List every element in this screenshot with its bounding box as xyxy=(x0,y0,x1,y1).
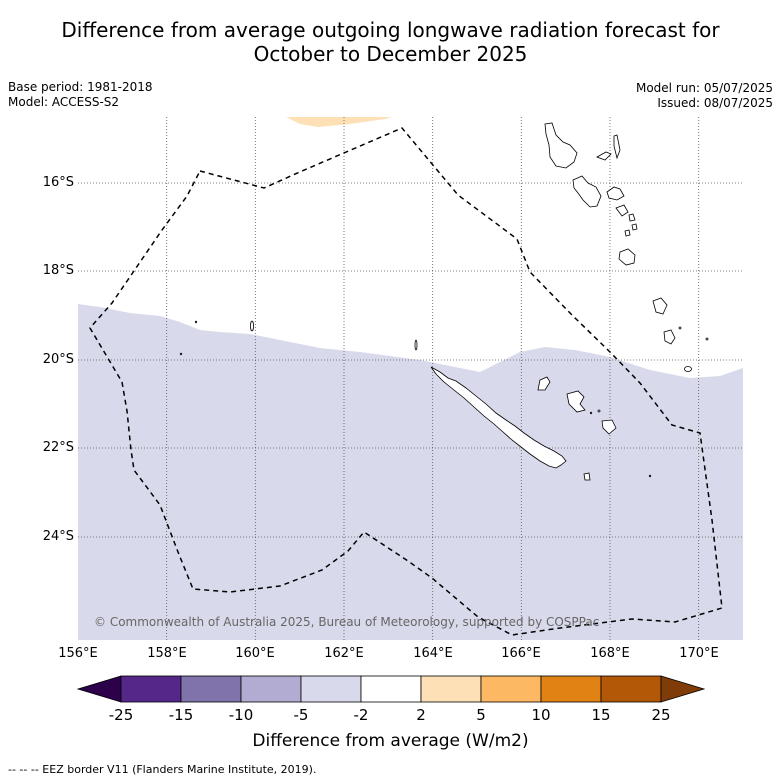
title-line-2: October to December 2025 xyxy=(253,42,528,66)
y-tick-16s: 16°S xyxy=(42,175,74,190)
colorbar-segment-5 xyxy=(360,675,422,703)
vanuatu-islands xyxy=(544,122,709,345)
y-tick-24s: 24°S xyxy=(42,529,74,544)
meta-left: Base period: 1981-2018 Model: ACCESS-S2 xyxy=(8,80,153,110)
colorbar-tick-7: 5 xyxy=(476,706,486,724)
colorbar-label: Difference from average (W/m2) xyxy=(252,731,529,751)
colorbar-segment-1 xyxy=(120,675,182,703)
eez-footnote: -- -- -- EEZ border V11 (Flanders Marine… xyxy=(8,763,317,776)
loyalty-island-3 xyxy=(601,419,617,435)
colorbar-tick-2: -15 xyxy=(168,706,194,724)
colorbar-tick-3: -10 xyxy=(228,706,254,724)
chart-title: Difference from average outgoing longwav… xyxy=(0,18,781,66)
colorbar-segment-9 xyxy=(600,675,662,703)
negative-anomaly-region xyxy=(78,304,743,640)
new-caledonia-island xyxy=(430,366,567,469)
x-tick-170: 170°E xyxy=(679,646,719,661)
eez-border xyxy=(89,127,723,636)
colorbar-tick-5: -2 xyxy=(353,706,369,724)
positive-anomaly-region xyxy=(286,117,392,127)
x-tick-156: 156°E xyxy=(58,646,98,661)
x-tick-166: 166°E xyxy=(501,646,541,661)
gridlines xyxy=(78,117,743,640)
model-run: Model run: 05/07/2025 xyxy=(635,81,773,95)
y-tick-18s: 18°S xyxy=(42,263,74,278)
small-islets xyxy=(179,320,692,478)
base-period: Base period: 1981-2018 xyxy=(8,80,153,94)
colorbar-tick-9: 15 xyxy=(591,706,611,724)
loyalty-island-2 xyxy=(566,390,586,413)
colorbar-tick-6: 2 xyxy=(416,706,426,724)
title-line-1: Difference from average outgoing longwav… xyxy=(61,18,720,42)
y-tick-20s: 20°S xyxy=(42,352,74,367)
colorbar-tick-10: 25 xyxy=(651,706,671,724)
colorbar-tick-4: -5 xyxy=(293,706,309,724)
colorbar-high-extension xyxy=(660,675,706,703)
issued-date: Issued: 08/07/2025 xyxy=(657,96,773,110)
colorbar-segment-7 xyxy=(480,675,542,703)
colorbar-segment-3 xyxy=(240,675,302,703)
x-tick-160: 160°E xyxy=(235,646,275,661)
x-tick-168: 168°E xyxy=(590,646,630,661)
copyright-notice: © Commonwealth of Australia 2025, Bureau… xyxy=(94,615,599,629)
isle-of-pines xyxy=(583,472,591,481)
colorbar-segment-2 xyxy=(180,675,242,703)
meta-right: Model run: 05/07/2025 Issued: 08/07/2025 xyxy=(636,81,773,111)
colorbar xyxy=(76,675,706,703)
y-tick-22s: 22°S xyxy=(42,440,74,455)
colorbar-segment-4 xyxy=(300,675,362,703)
x-tick-162: 162°E xyxy=(324,646,364,661)
x-tick-158: 158°E xyxy=(147,646,187,661)
loyalty-island-1 xyxy=(537,376,551,391)
x-tick-164: 164°E xyxy=(413,646,453,661)
map-area: © Commonwealth of Australia 2025, Bureau… xyxy=(78,117,743,640)
colorbar-low-extension xyxy=(76,675,122,703)
model-name: Model: ACCESS-S2 xyxy=(8,95,120,109)
colorbar-segment-6 xyxy=(420,675,482,703)
colorbar-segment-8 xyxy=(540,675,602,703)
colorbar-tick-8: 10 xyxy=(531,706,551,724)
colorbar-tick-1: -25 xyxy=(108,706,134,724)
